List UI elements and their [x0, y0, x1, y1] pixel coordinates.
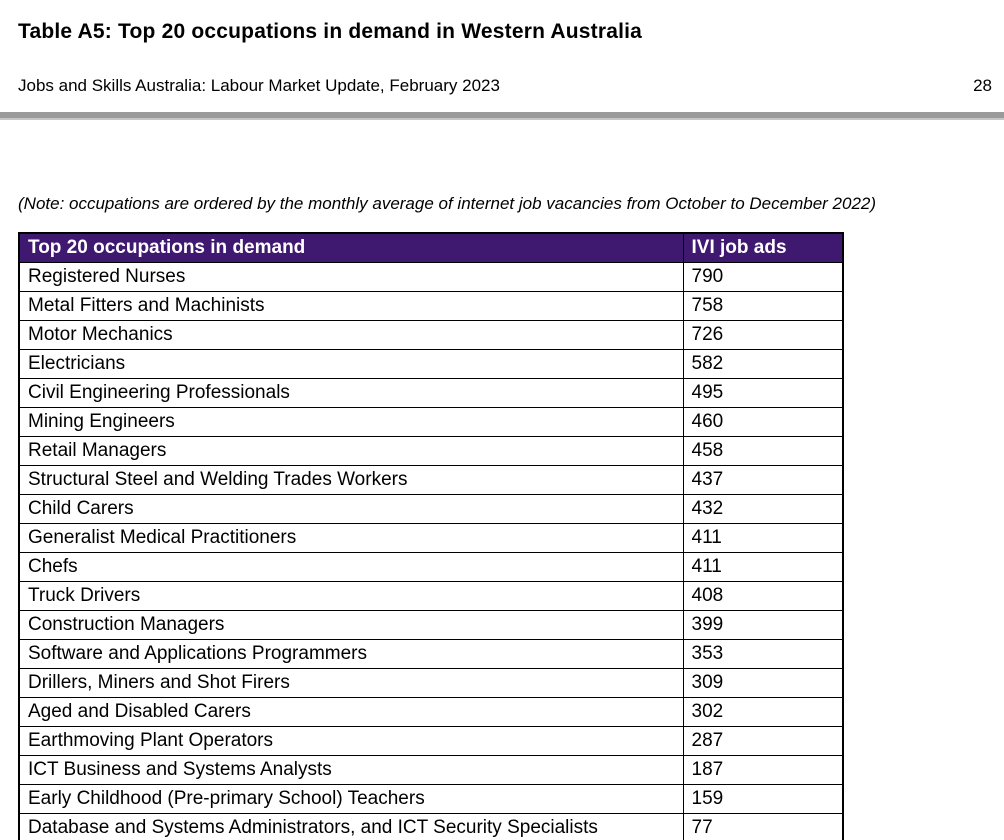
occupation-cell: Registered Nurses	[18, 262, 684, 292]
ivi-job-ads-cell: 432	[682, 494, 844, 524]
table-row: Software and Applications Programmers 35…	[18, 639, 844, 669]
document-page: Table A5: Top 20 occupations in demand i…	[0, 20, 1004, 840]
ivi-job-ads-cell: 437	[682, 465, 844, 495]
table-row: Construction Managers 399	[18, 610, 844, 640]
occupation-cell: Construction Managers	[18, 610, 684, 640]
occupation-cell: ICT Business and Systems Analysts	[18, 755, 684, 785]
ivi-job-ads-cell: 399	[682, 610, 844, 640]
ivi-job-ads-cell: 460	[682, 407, 844, 437]
ivi-job-ads-cell: 353	[682, 639, 844, 669]
occupation-cell: Civil Engineering Professionals	[18, 378, 684, 408]
table-row: Aged and Disabled Carers 302	[18, 697, 844, 727]
table-row: Mining Engineers 460	[18, 407, 844, 437]
ivi-job-ads-cell: 302	[682, 697, 844, 727]
table-header-row: Top 20 occupations in demand IVI job ads	[18, 232, 844, 263]
table-row: Database and Systems Administrators, and…	[18, 813, 844, 840]
occupation-cell: Chefs	[18, 552, 684, 582]
table-row: Earthmoving Plant Operators 287	[18, 726, 844, 756]
table-row: Truck Drivers 408	[18, 581, 844, 611]
occupation-cell: Drillers, Miners and Shot Firers	[18, 668, 684, 698]
table-row: Generalist Medical Practitioners 411	[18, 523, 844, 553]
ivi-job-ads-cell: 790	[682, 262, 844, 292]
table-row: Electricians 582	[18, 349, 844, 379]
occupation-cell: Earthmoving Plant Operators	[18, 726, 684, 756]
document-subtitle: Jobs and Skills Australia: Labour Market…	[18, 76, 500, 95]
table-row: Child Carers 432	[18, 494, 844, 524]
occupations-in-demand-table: Top 20 occupations in demand IVI job ads…	[18, 232, 844, 840]
ivi-job-ads-cell: 408	[682, 581, 844, 611]
occupation-cell: Retail Managers	[18, 436, 684, 466]
table-body: Registered Nurses 790 Metal Fitters and …	[18, 262, 844, 840]
ivi-job-ads-cell: 77	[682, 813, 844, 840]
occupation-cell: Electricians	[18, 349, 684, 379]
occupation-cell: Aged and Disabled Carers	[18, 697, 684, 727]
table-row: Early Childhood (Pre-primary School) Tea…	[18, 784, 844, 814]
ivi-job-ads-cell: 187	[682, 755, 844, 785]
table-row: Motor Mechanics 726	[18, 320, 844, 350]
ivi-job-ads-cell: 411	[682, 523, 844, 553]
table-row: ICT Business and Systems Analysts 187	[18, 755, 844, 785]
ivi-job-ads-cell: 495	[682, 378, 844, 408]
table-note: (Note: occupations are ordered by the mo…	[18, 194, 877, 213]
table-row: Civil Engineering Professionals 495	[18, 378, 844, 408]
table-row: Metal Fitters and Machinists 758	[18, 291, 844, 321]
table-row: Chefs 411	[18, 552, 844, 582]
table-row: Drillers, Miners and Shot Firers 309	[18, 668, 844, 698]
occupation-cell: Software and Applications Programmers	[18, 639, 684, 669]
page-number: 28	[973, 76, 992, 95]
occupation-cell: Child Carers	[18, 494, 684, 524]
occupation-cell: Database and Systems Administrators, and…	[18, 813, 684, 840]
occupation-cell: Generalist Medical Practitioners	[18, 523, 684, 553]
table-row: Structural Steel and Welding Trades Work…	[18, 465, 844, 495]
page-title: Table A5: Top 20 occupations in demand i…	[18, 20, 643, 43]
occupation-cell: Motor Mechanics	[18, 320, 684, 350]
occupation-cell: Early Childhood (Pre-primary School) Tea…	[18, 784, 684, 814]
occupation-column-header: Top 20 occupations in demand	[18, 232, 684, 263]
ivi-job-ads-cell: 758	[682, 291, 844, 321]
table-row: Retail Managers 458	[18, 436, 844, 466]
table-row: Registered Nurses 790	[18, 262, 844, 292]
ivi-job-ads-cell: 159	[682, 784, 844, 814]
ivi-job-ads-column-header: IVI job ads	[682, 232, 844, 263]
ivi-job-ads-cell: 582	[682, 349, 844, 379]
ivi-job-ads-cell: 411	[682, 552, 844, 582]
occupation-cell: Mining Engineers	[18, 407, 684, 437]
ivi-job-ads-cell: 287	[682, 726, 844, 756]
ivi-job-ads-cell: 458	[682, 436, 844, 466]
ivi-job-ads-cell: 309	[682, 668, 844, 698]
document-subtitle-row: Jobs and Skills Australia: Labour Market…	[18, 76, 992, 96]
ivi-job-ads-cell: 726	[682, 320, 844, 350]
section-divider-bar	[0, 112, 1004, 120]
occupation-cell: Metal Fitters and Machinists	[18, 291, 684, 321]
occupation-cell: Structural Steel and Welding Trades Work…	[18, 465, 684, 495]
occupation-cell: Truck Drivers	[18, 581, 684, 611]
